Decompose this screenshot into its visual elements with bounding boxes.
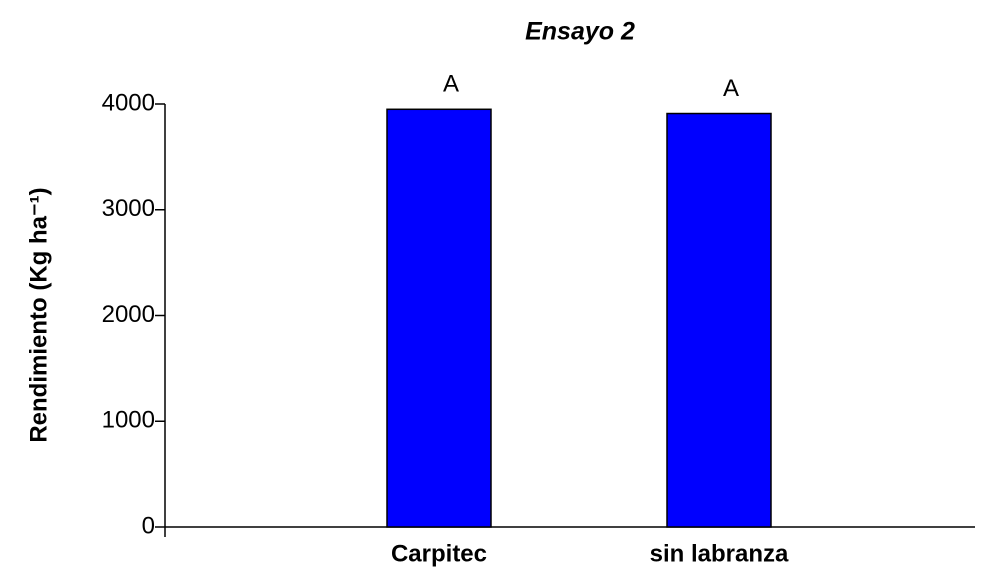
y-tick-label: 2000 — [102, 301, 155, 328]
y-tick-label: 3000 — [102, 195, 155, 222]
bar — [386, 108, 492, 528]
y-tick-label: 0 — [142, 512, 155, 539]
x-tick-label: Carpitec — [391, 540, 487, 567]
y-axis-label: Rendimiento (Kg ha⁻¹) — [25, 187, 52, 442]
chart-title: Ensayo 2 — [525, 18, 635, 46]
y-tick-label: 1000 — [102, 407, 155, 434]
annotation: A — [443, 71, 459, 98]
x-tick-label: sin labranza — [650, 540, 789, 567]
y-tick-label: 4000 — [102, 89, 155, 116]
bar — [666, 112, 772, 528]
annotation: A — [723, 75, 739, 102]
